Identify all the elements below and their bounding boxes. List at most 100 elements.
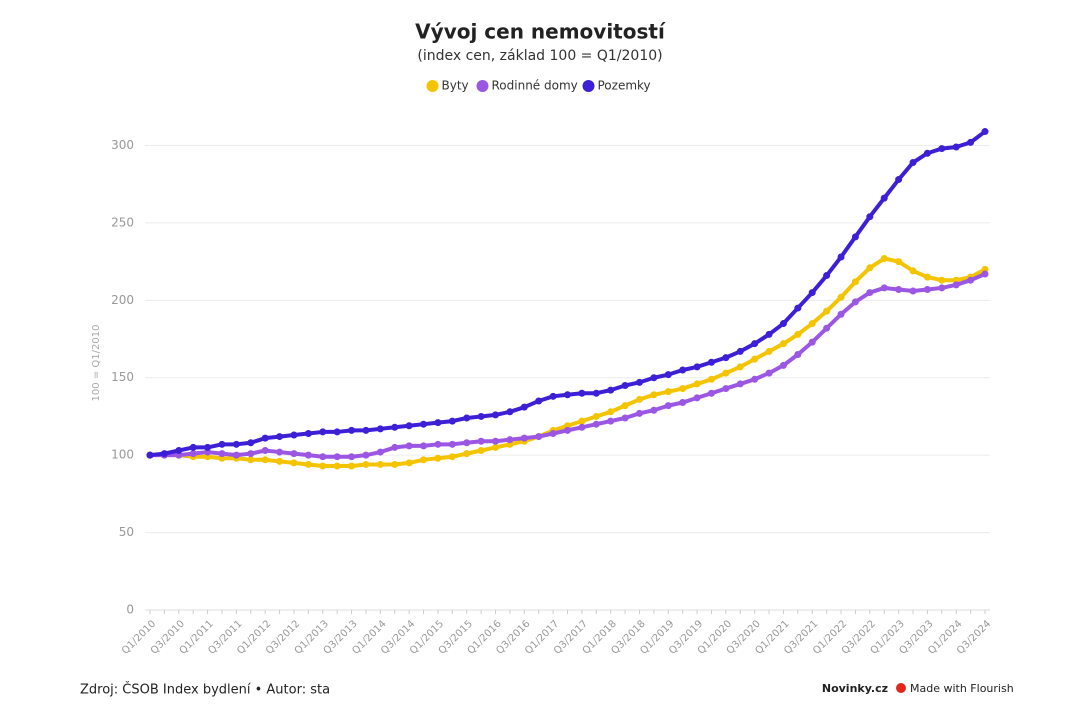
data-point (679, 399, 687, 407)
data-point (391, 443, 399, 451)
data-point (578, 423, 586, 431)
data-point (779, 340, 787, 348)
data-point (707, 358, 715, 366)
data-point (621, 402, 629, 410)
data-point (578, 389, 586, 397)
data-point (909, 287, 917, 295)
flourish-icon (896, 683, 906, 693)
data-point (463, 439, 471, 447)
data-point (866, 213, 874, 221)
data-point (261, 456, 269, 464)
data-point (923, 285, 931, 293)
data-point (333, 428, 341, 436)
data-point (851, 278, 859, 286)
data-point (650, 406, 658, 414)
data-point (765, 369, 773, 377)
data-point (420, 420, 428, 428)
data-point (564, 426, 571, 434)
data-point (981, 270, 989, 278)
data-point (823, 307, 831, 315)
data-point (707, 389, 715, 397)
data-point (967, 276, 975, 284)
data-point (333, 453, 341, 461)
y-tick-label: 100 (111, 448, 134, 462)
data-point (319, 428, 327, 436)
data-point (578, 417, 586, 425)
data-point (535, 397, 543, 405)
data-point (261, 447, 269, 455)
data-point (160, 450, 168, 458)
chart-subtitle: (index cen, základ 100 = Q1/2010) (417, 48, 662, 64)
data-point (895, 285, 903, 293)
data-point (909, 267, 917, 275)
data-point (693, 394, 701, 402)
data-point (909, 159, 917, 167)
data-point (808, 289, 816, 297)
data-point (506, 408, 514, 416)
data-point (607, 417, 615, 425)
data-point (679, 366, 687, 374)
y-tick-label: 200 (111, 293, 134, 307)
data-point (448, 453, 456, 461)
data-point (218, 440, 226, 448)
data-point (736, 363, 744, 371)
data-point (751, 355, 759, 363)
data-point (477, 437, 485, 445)
y-tick-label: 0 (126, 603, 134, 617)
data-point (290, 450, 298, 458)
data-point (880, 255, 888, 263)
data-point (938, 145, 946, 153)
data-point (938, 284, 946, 292)
data-point (866, 289, 874, 297)
data-point (175, 447, 183, 455)
legend-label: Byty (442, 79, 469, 93)
y-tick-label: 300 (111, 138, 134, 152)
data-point (808, 320, 816, 328)
data-point (923, 149, 931, 157)
data-point (146, 451, 154, 459)
data-point (880, 194, 888, 202)
legend-swatch (426, 80, 439, 92)
data-point (736, 347, 744, 355)
data-point (895, 176, 903, 184)
data-point (520, 434, 528, 442)
brand: Novinky.cz (822, 682, 888, 695)
data-point (938, 276, 946, 284)
data-point (635, 409, 643, 417)
data-point (434, 440, 442, 448)
data-point (866, 264, 874, 272)
series-line (149, 129, 987, 458)
source-note: Zdroj: ČSOB Index bydlení • Autor: sta (80, 682, 330, 698)
data-point (851, 298, 859, 306)
data-point (837, 253, 845, 261)
data-point (448, 440, 456, 448)
data-point (592, 412, 600, 420)
data-point (564, 391, 571, 399)
data-point (319, 453, 327, 461)
data-point (535, 433, 543, 441)
legend-swatch (476, 80, 489, 92)
data-point (204, 443, 212, 451)
data-point (952, 281, 960, 289)
data-point (722, 385, 730, 393)
data-point (420, 442, 428, 450)
data-point (520, 403, 528, 411)
data-point (290, 431, 298, 439)
data-point (232, 440, 240, 448)
data-point (895, 258, 903, 266)
data-point (376, 425, 384, 433)
data-point (722, 354, 730, 362)
data-point (794, 304, 802, 312)
data-point (434, 454, 442, 462)
data-point (722, 369, 730, 377)
data-point (506, 436, 514, 444)
data-point (362, 460, 370, 468)
data-point (607, 386, 615, 394)
data-point (290, 459, 298, 467)
data-point (952, 143, 960, 151)
data-point (621, 414, 629, 422)
data-point (463, 450, 471, 458)
data-point (837, 293, 845, 301)
data-point (362, 426, 370, 434)
data-point (765, 330, 773, 338)
